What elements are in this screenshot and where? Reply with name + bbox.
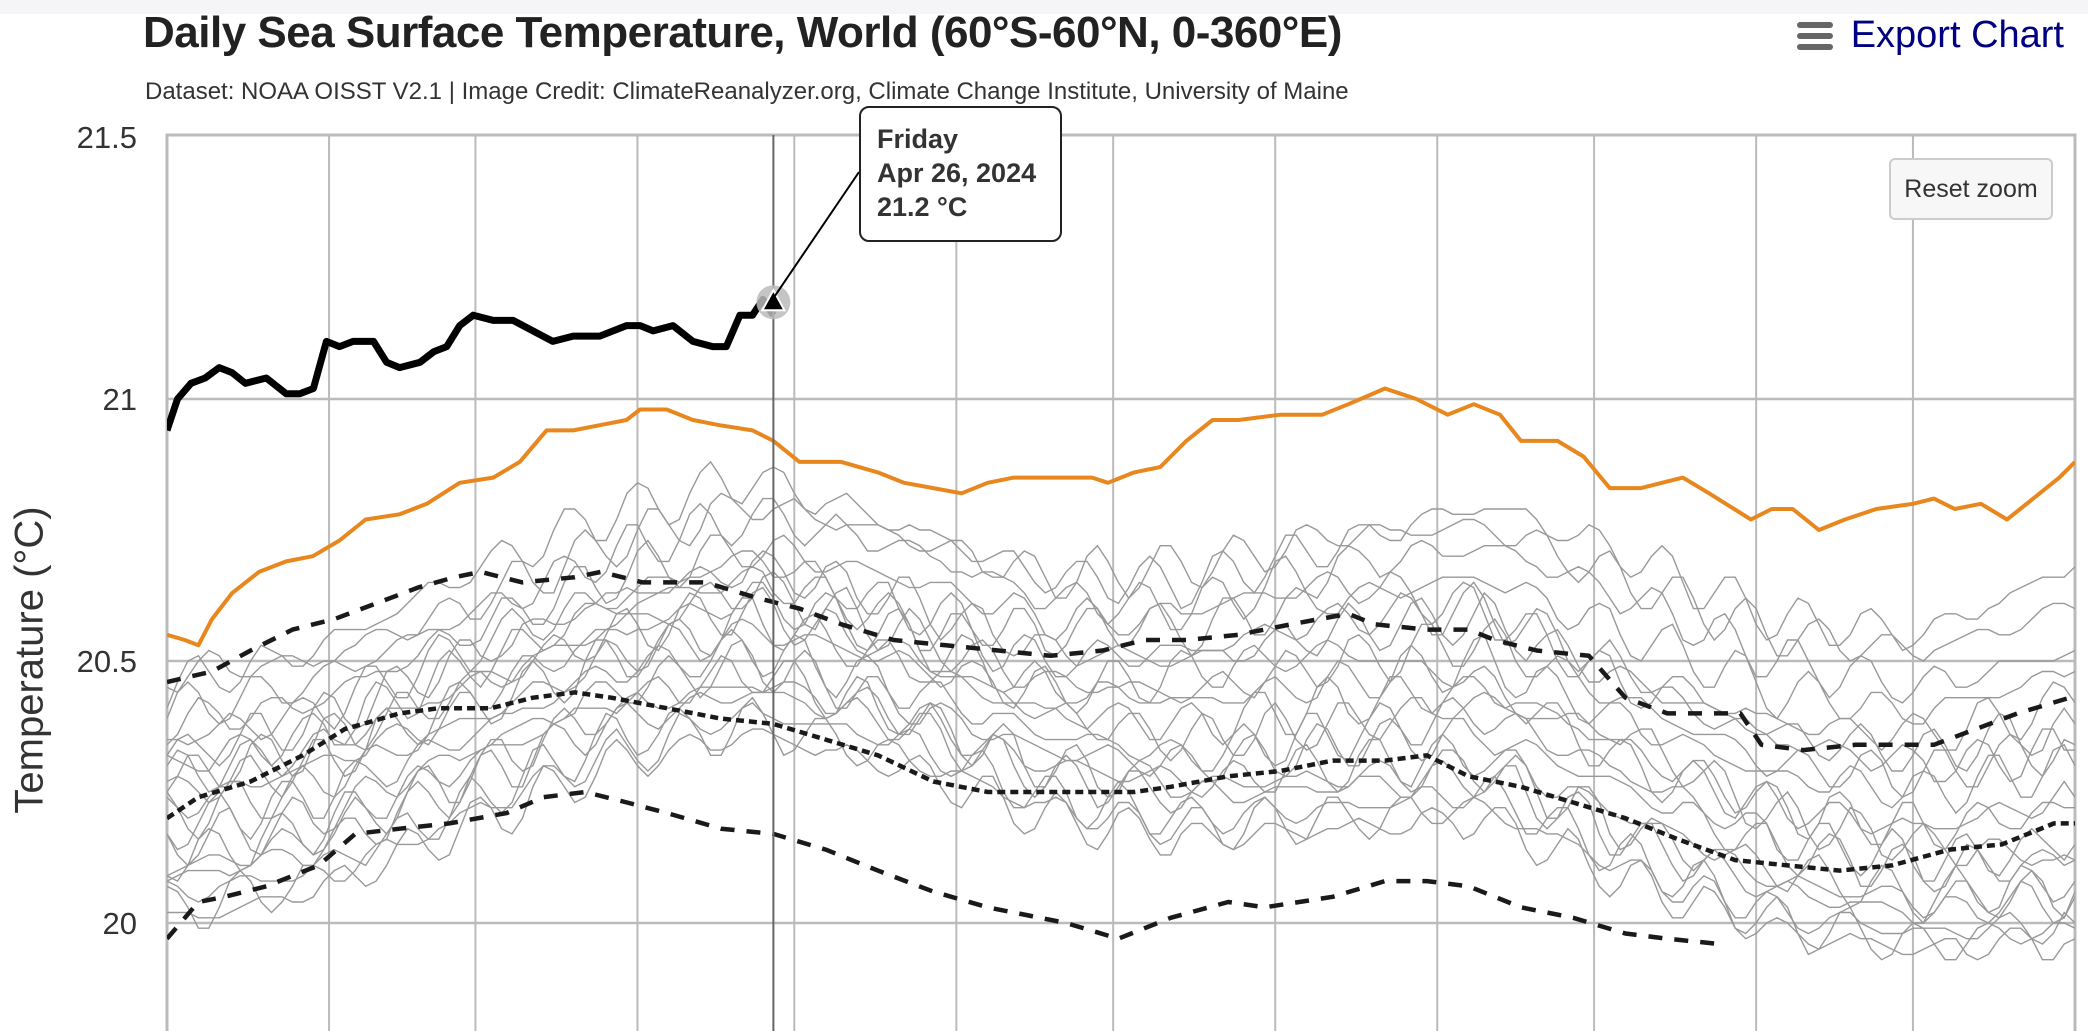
- y-tick-labels: 20 20.5 21 21.5: [77, 120, 137, 941]
- historical-series: [167, 460, 2075, 961]
- tooltip-value: 21.2 °C: [877, 192, 968, 222]
- historical-year-line: [167, 581, 2075, 815]
- historical-year-line: [167, 571, 2075, 799]
- tooltip-date: Apr 26, 2024: [877, 158, 1037, 188]
- historical-year-line: [167, 639, 2075, 893]
- historical-year-line: [167, 460, 2075, 709]
- chart-title: Daily Sea Surface Temperature, World (60…: [143, 8, 1342, 57]
- series-line-2: [167, 789, 1720, 947]
- reset-zoom-button[interactable]: Reset zoom: [1889, 158, 2053, 220]
- series-line-2: [167, 569, 2075, 753]
- y-tick-label: 21.5: [77, 120, 137, 155]
- chart-subtitle: Dataset: NOAA OISST V2.1 | Image Credit:…: [145, 78, 1349, 105]
- historical-year-line: [167, 728, 2075, 961]
- historical-year-line: [167, 492, 2075, 694]
- highlight-marker-triangle: [760, 288, 787, 312]
- tooltip: Friday Apr 26, 2024 21.2 °C: [859, 106, 1062, 242]
- tooltip-overlay: [756, 135, 860, 1031]
- export-chart-label: Export Chart: [1850, 14, 2064, 56]
- top-band: [0, 0, 2088, 14]
- historical-year-line: [167, 550, 2075, 772]
- historical-year-line: [167, 628, 2075, 882]
- y-tick-label: 20: [103, 906, 137, 941]
- y-tick-label: 21: [103, 382, 137, 417]
- main-series: [167, 295, 2075, 947]
- historical-year-line: [167, 497, 2075, 725]
- export-chart-button[interactable]: Export Chart: [1796, 14, 2064, 57]
- historical-year-line: [167, 618, 2075, 835]
- historical-year-line: [167, 565, 2075, 772]
- grid-lines: [165, 133, 2077, 1031]
- tooltip-connector: [772, 171, 860, 299]
- historical-year-line: [167, 550, 2075, 783]
- series-line-2023: [167, 386, 2075, 648]
- historical-year-line: [167, 597, 2075, 851]
- hamburger-menu-icon: [1796, 21, 1833, 50]
- historical-year-line: [167, 696, 2075, 961]
- historical-year-line: [167, 702, 2075, 945]
- series-line-2024: [167, 295, 777, 432]
- historical-year-line: [167, 691, 2075, 924]
- plot-frame: [165, 133, 2077, 1031]
- tooltip-weekday: Friday: [877, 124, 959, 154]
- y-tick-label: 20.5: [77, 644, 137, 679]
- series-line-mean: [167, 690, 2075, 873]
